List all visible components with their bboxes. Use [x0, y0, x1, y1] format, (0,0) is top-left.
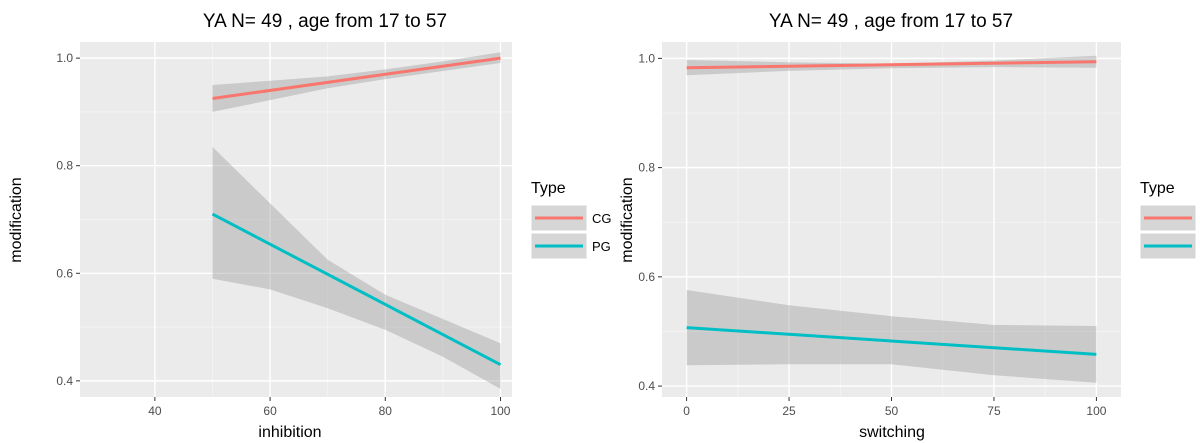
x-tick-label: 100 — [490, 404, 510, 418]
x-tick-label: 80 — [379, 404, 393, 418]
x-tick-label: 100 — [1086, 404, 1106, 418]
legend-1: Type CG PG — [530, 180, 612, 260]
x-tick-label: 50 — [885, 404, 899, 418]
x-tick-label: 75 — [987, 404, 1001, 418]
y-tick-label: 0.6 — [638, 270, 655, 284]
series-lines-2 — [686, 60, 1097, 356]
x-tick-label: 25 — [782, 404, 796, 418]
y-tick-label: 0.4 — [56, 374, 73, 388]
y-ticks-1: 0.4 0.6 0.8 1.0 — [56, 51, 80, 388]
legend-label-cg: CG — [592, 211, 612, 226]
x-tick-label: 0 — [683, 404, 690, 418]
legend-label-pg: PG — [592, 239, 611, 254]
confidence-band-pg — [686, 290, 1097, 383]
y-tick-label: 0.4 — [638, 379, 655, 393]
chart-panel-1: YA N= 49 , age from 17 to 57 40 60 80 100 0… — [8, 11, 612, 441]
legend-title-2: Type — [1140, 180, 1175, 197]
x-tick-label: 40 — [148, 404, 162, 418]
x-axis-title-1: inhibition — [258, 424, 321, 441]
series-line-pg — [211, 212, 502, 367]
legend-title-1: Type — [531, 180, 566, 197]
series-line-pg — [686, 326, 1097, 356]
y-tick-label: 1.0 — [638, 51, 655, 65]
series-line-cg — [212, 56, 501, 100]
x-tick-label: 60 — [263, 404, 277, 418]
series-line-cg — [686, 60, 1097, 70]
chart-title-1: YA N= 49 , age from 17 to 57 — [203, 11, 447, 32]
series-lines-1 — [211, 56, 502, 367]
x-ticks-2: 0 25 50 75 100 — [683, 397, 1107, 418]
y-axis-title-1: modification — [8, 177, 25, 262]
chart-panel-2: YA N= 49 , age from 17 to 57 0 25 50 75 100 … — [619, 11, 1197, 441]
y-tick-label: 1.0 — [56, 51, 73, 65]
legend-entries-1: CG PG — [530, 204, 612, 260]
y-tick-label: 0.8 — [638, 161, 655, 175]
grid-2 — [662, 42, 1121, 397]
grid-1 — [80, 42, 512, 397]
x-ticks-1: 40 60 80 100 — [148, 397, 511, 418]
y-tick-label: 0.6 — [56, 266, 73, 280]
x-axis-title-2: switching — [859, 424, 925, 441]
chart-title-2: YA N= 49 , age from 17 to 57 — [769, 11, 1013, 32]
y-tick-label: 0.8 — [56, 159, 73, 173]
y-axis-title-2: modification — [619, 177, 636, 262]
y-ticks-2: 0.4 0.6 0.8 1.0 — [638, 51, 662, 393]
